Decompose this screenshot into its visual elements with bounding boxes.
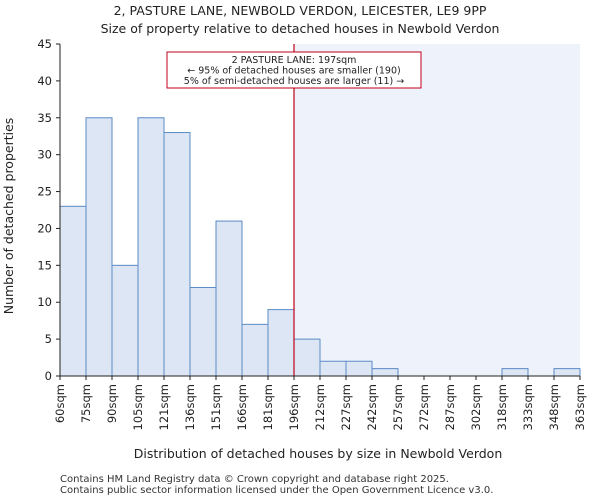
x-tick-label: 75sqm	[79, 384, 93, 423]
x-tick-label: 105sqm	[131, 384, 145, 430]
chart-title-line1: 2, PASTURE LANE, NEWBOLD VERDON, LEICEST…	[113, 3, 487, 18]
bar	[371, 368, 399, 377]
x-tick-label: 166sqm	[235, 384, 249, 430]
x-tick-label: 90sqm	[105, 384, 119, 423]
x-tick-label: 181sqm	[261, 384, 275, 430]
x-tick-label: 212sqm	[313, 384, 327, 430]
footer-attribution: Contains HM Land Registry data © Crown c…	[60, 474, 493, 496]
y-tick-label: 35	[37, 111, 52, 125]
bar	[189, 286, 217, 377]
y-tick-label: 10	[37, 295, 52, 309]
y-tick-label: 30	[37, 148, 52, 162]
bar	[137, 117, 165, 377]
x-tick-label: 121sqm	[157, 384, 171, 430]
x-tick-label: 60sqm	[53, 384, 67, 423]
annotation-line-1: 2 PASTURE LANE: 197sqm	[232, 55, 357, 66]
chart-title: 2, PASTURE LANE, NEWBOLD VERDON, LEICEST…	[0, 2, 600, 38]
x-tick-label: 302sqm	[469, 384, 483, 430]
chart-title-line2: Size of property relative to detached ho…	[100, 21, 500, 36]
y-tick-label: 25	[37, 185, 52, 199]
bar	[319, 360, 347, 377]
bar	[501, 368, 529, 377]
x-tick-label: 151sqm	[209, 384, 223, 430]
bar	[345, 360, 373, 377]
bar	[59, 205, 87, 377]
footer-line1: Contains HM Land Registry data © Crown c…	[60, 474, 449, 485]
y-axis-label: Number of detached properties	[1, 118, 16, 315]
footer-line2: Contains public sector information licen…	[60, 485, 494, 496]
x-axis-label: Distribution of detached houses by size …	[134, 446, 503, 461]
x-tick-label: 287sqm	[443, 384, 457, 430]
y-tick-label: 45	[37, 37, 52, 51]
y-tick-label: 5	[45, 332, 52, 346]
bar	[293, 338, 321, 377]
x-tick-label: 272sqm	[417, 384, 431, 430]
bar	[267, 309, 295, 377]
x-tick-label: 242sqm	[365, 384, 379, 430]
bar	[553, 368, 581, 377]
annotation-line-3: 5% of semi-detached houses are larger (1…	[184, 76, 404, 87]
y-tick-label: 15	[37, 258, 52, 272]
x-tick-label: 333sqm	[521, 384, 535, 430]
y-tick-label: 20	[37, 221, 52, 235]
x-tick-label: 348sqm	[547, 384, 561, 430]
highlight-region	[294, 44, 580, 376]
x-tick-label: 257sqm	[391, 384, 405, 430]
bar	[85, 117, 113, 377]
x-tick-label: 136sqm	[183, 384, 197, 430]
x-tick-label: 196sqm	[287, 384, 301, 430]
annotation-line-2: ← 95% of detached houses are smaller (19…	[187, 66, 400, 77]
y-tick-label: 0	[45, 369, 52, 383]
x-tick-label: 318sqm	[495, 384, 509, 430]
y-tick-label: 40	[37, 74, 52, 88]
bar	[241, 323, 269, 377]
annotation-box	[166, 51, 422, 89]
bar	[163, 132, 191, 377]
bar	[111, 264, 139, 377]
x-tick-label: 363sqm	[573, 384, 587, 430]
bar	[215, 220, 243, 377]
x-tick-label: 227sqm	[339, 384, 353, 430]
